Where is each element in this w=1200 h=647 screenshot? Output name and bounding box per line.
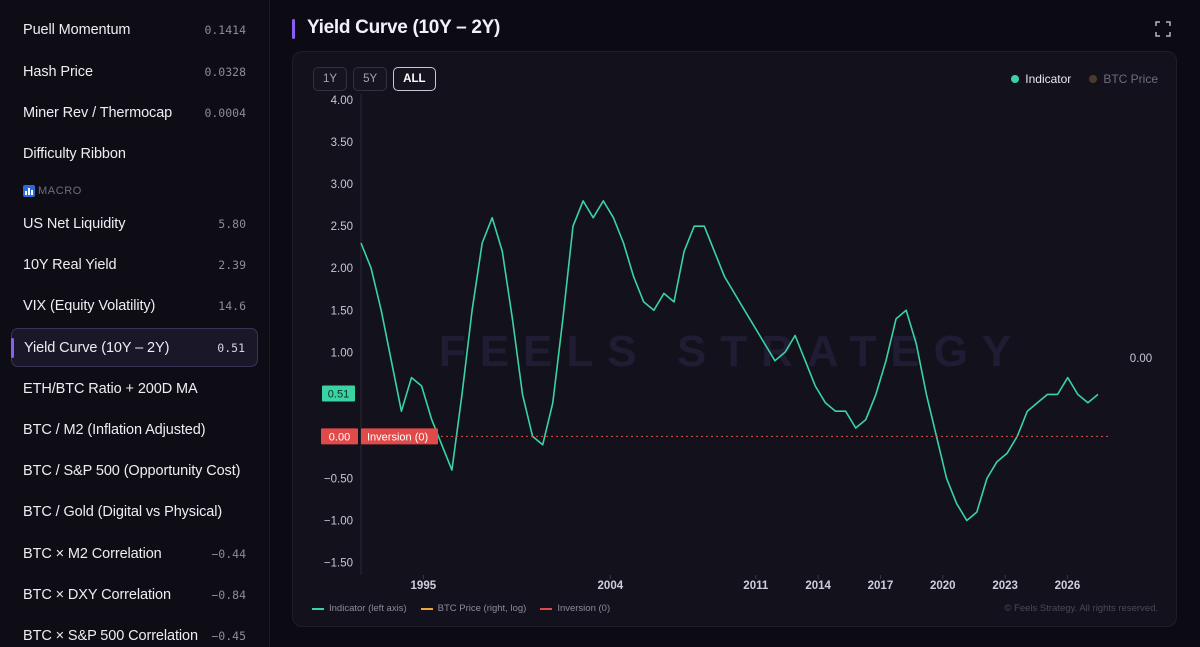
sidebar-item-label: BTC × DXY Correlation	[23, 586, 171, 603]
sidebar-item-us-net-liquidity[interactable]: US Net Liquidity 5.80	[11, 204, 258, 243]
sidebar: Puell Momentum 0.1414 Hash Price 0.0328 …	[0, 0, 270, 647]
current-value-label: 0.51	[328, 389, 349, 401]
fullscreen-icon[interactable]	[1155, 21, 1171, 37]
right-axis-label: 0.00	[1130, 353, 1152, 365]
sidebar-item-value: 0.0328	[204, 64, 246, 79]
sidebar-item-label: ETH/BTC Ratio + 200D MA	[23, 380, 198, 397]
current-value-badge	[322, 385, 355, 402]
x-tick-label: 2020	[930, 580, 956, 592]
legend-bottom-btc-price: BTC Price (right, log)	[420, 603, 527, 614]
legend-label: BTC Price	[1103, 72, 1158, 86]
legend-bottom: Indicator (left axis) BTC Price (right, …	[312, 603, 610, 614]
x-tick-label: 1995	[411, 580, 437, 592]
y-tick-label: 2.00	[331, 263, 353, 275]
sidebar-item-label: BTC / M2 (Inflation Adjusted)	[23, 421, 206, 438]
sidebar-item-label: BTC × S&P 500 Correlation	[23, 627, 198, 644]
x-tick-label: 2026	[1055, 580, 1081, 592]
sidebar-item-value: −0.44	[211, 546, 246, 561]
sidebar-item-difficulty-ribbon[interactable]: Difficulty Ribbon	[11, 134, 258, 173]
sidebar-item-hash-price[interactable]: Hash Price 0.0328	[11, 52, 258, 91]
inversion-text-label: Inversion (0)	[367, 431, 428, 443]
sidebar-item-label: Hash Price	[23, 63, 93, 80]
y-tick-label: 1.50	[331, 305, 353, 317]
sidebar-item-btc-sp500-correlation[interactable]: BTC × S&P 500 Correlation −0.45	[11, 616, 258, 647]
yield-curve-chart[interactable]: FEELS STRATEGY 4.00 3.50 3.00 2.50 2.00 1.50 1.…	[292, 51, 1177, 627]
sidebar-item-label: Miner Rev / Thermocap	[23, 104, 173, 121]
sidebar-item-label: US Net Liquidity	[23, 215, 126, 232]
watermark: FEELS STRATEGY	[439, 327, 1025, 376]
legend-bottom-inversion: Inversion (0)	[540, 603, 610, 614]
sidebar-item-label: BTC / Gold (Digital vs Physical)	[23, 503, 223, 520]
sidebar-item-btc-m2-correlation[interactable]: BTC × M2 Correlation −0.44	[11, 534, 258, 573]
indicator-series-line	[360, 200, 1099, 522]
title-accent-bar	[292, 19, 295, 39]
sidebar-item-label: Puell Momentum	[23, 21, 131, 38]
chart-panel	[292, 51, 1177, 627]
sidebar-item-label: VIX (Equity Volatility)	[23, 297, 156, 314]
sidebar-item-value: 5.80	[218, 216, 246, 231]
bar-chart-icon	[23, 185, 35, 197]
sidebar-item-value: 14.6	[218, 298, 246, 313]
sidebar-section-label: MACRO	[38, 185, 82, 197]
sidebar-item-value: 0.1414	[204, 22, 246, 37]
legend-line-icon	[312, 607, 324, 610]
x-tick-label: 2004	[598, 580, 624, 592]
sidebar-item-label: Yield Curve (10Y – 2Y)	[24, 339, 170, 356]
y-tick-label: 4.00	[331, 95, 353, 107]
legend-label: BTC Price (right, log)	[437, 603, 527, 614]
legend-dot-icon	[1011, 75, 1020, 83]
sidebar-item-yield-curve[interactable]: Yield Curve (10Y – 2Y) 0.51	[11, 328, 258, 367]
sidebar-item-btc-dxy-correlation[interactable]: BTC × DXY Correlation −0.84	[11, 575, 258, 614]
range-button-1y[interactable]: 1Y	[313, 67, 348, 91]
legend-top: Indicator BTC Price	[1011, 72, 1158, 86]
sidebar-item-value: 0.0004	[204, 105, 246, 120]
legend-dot-icon	[1089, 75, 1098, 83]
y-tick-label: −0.50	[324, 473, 353, 485]
inversion-value-badge	[321, 428, 358, 445]
page-title: Yield Curve (10Y – 2Y)	[307, 17, 500, 38]
sidebar-item-label: 10Y Real Yield	[23, 256, 117, 273]
x-tick-label: 2014	[805, 580, 831, 592]
sidebar-item-vix[interactable]: VIX (Equity Volatility) 14.6	[11, 286, 258, 325]
legend-btc-price[interactable]: BTC Price	[1089, 72, 1158, 86]
sidebar-item-value: 2.39	[218, 257, 246, 272]
sidebar-item-value: −0.45	[211, 628, 246, 643]
sidebar-item-btc-sp500[interactable]: BTC / S&P 500 (Opportunity Cost)	[11, 451, 258, 490]
y-tick-label: 1.00	[331, 347, 353, 359]
legend-label: Indicator	[1025, 72, 1072, 86]
sidebar-item-value: −0.84	[211, 587, 246, 602]
x-tick-label: 2023	[992, 580, 1018, 592]
sidebar-item-value: 0.51	[217, 340, 245, 355]
inversion-value-label: 0.00	[329, 431, 350, 443]
sidebar-item-label: Difficulty Ribbon	[23, 145, 126, 162]
sidebar-item-puell-momentum[interactable]: Puell Momentum 0.1414	[11, 10, 258, 49]
copyright: © Feels Strategy. All rights reserved.	[1004, 603, 1158, 614]
sidebar-item-btc-m2[interactable]: BTC / M2 (Inflation Adjusted)	[11, 410, 258, 449]
legend-line-icon	[540, 607, 553, 610]
legend-line-icon	[420, 607, 433, 610]
range-button-5y[interactable]: 5Y	[353, 67, 388, 91]
range-button-all[interactable]: ALL	[393, 67, 436, 91]
x-tick-label: 2017	[868, 580, 894, 592]
sidebar-section-macro: MACRO	[23, 185, 82, 197]
y-tick-label: 3.00	[331, 179, 353, 191]
legend-bottom-indicator: Indicator (left axis)	[312, 603, 407, 614]
legend-label: Indicator (left axis)	[329, 603, 407, 614]
range-selector: 1Y 5Y ALL	[313, 67, 436, 91]
y-tick-label: −1.50	[324, 558, 353, 570]
sidebar-item-label: BTC / S&P 500 (Opportunity Cost)	[23, 462, 241, 479]
sidebar-item-btc-gold[interactable]: BTC / Gold (Digital vs Physical)	[11, 492, 258, 531]
sidebar-item-label: BTC × M2 Correlation	[23, 545, 162, 562]
legend-indicator[interactable]: Indicator	[1011, 72, 1071, 86]
sidebar-item-miner-rev-thermocap[interactable]: Miner Rev / Thermocap 0.0004	[11, 93, 258, 132]
y-tick-label: 2.50	[331, 221, 353, 233]
y-tick-label: −1.00	[324, 516, 353, 528]
sidebar-item-eth-btc-ratio[interactable]: ETH/BTC Ratio + 200D MA	[11, 369, 258, 408]
sidebar-item-10y-real-yield[interactable]: 10Y Real Yield 2.39	[11, 245, 258, 284]
x-tick-label: 2011	[743, 580, 769, 592]
inversion-text-badge	[361, 428, 438, 445]
y-tick-label: 3.50	[331, 137, 353, 149]
legend-label: Inversion (0)	[557, 603, 611, 614]
